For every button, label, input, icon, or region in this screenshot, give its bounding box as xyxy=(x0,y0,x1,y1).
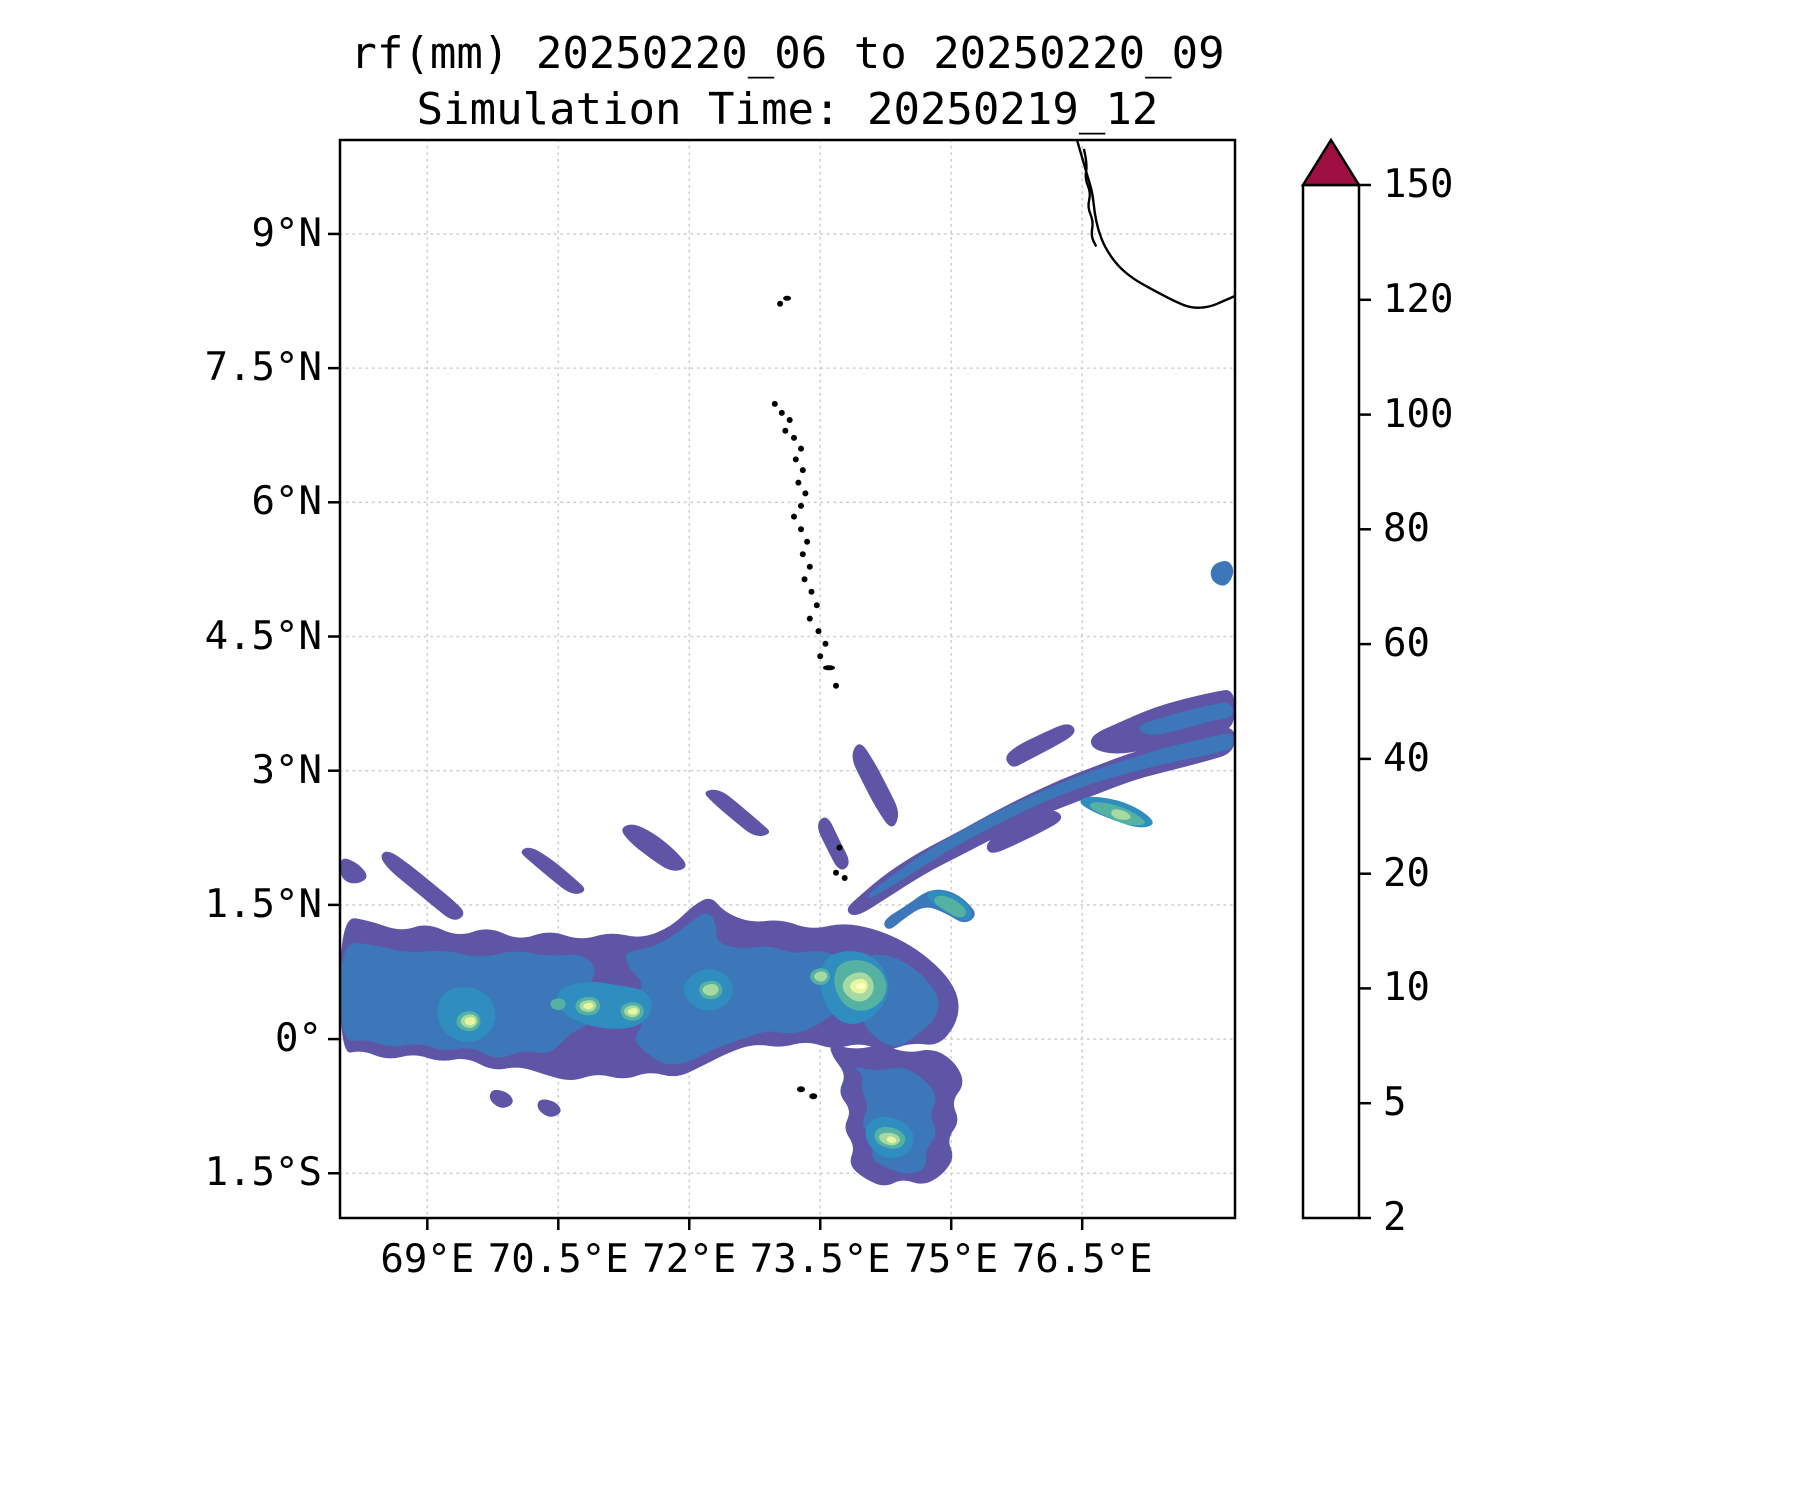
y-tick-label: 7.5°N xyxy=(204,345,322,391)
coastline xyxy=(1075,140,1235,309)
island-dot xyxy=(809,1093,818,1100)
colorbar-tick-label: 40 xyxy=(1383,735,1430,781)
colorbar-tick-label: 20 xyxy=(1383,850,1430,896)
colorbar-tick-label: 60 xyxy=(1383,621,1430,667)
island-dot xyxy=(791,434,797,441)
coastline xyxy=(1082,148,1098,248)
island-dot xyxy=(777,300,784,307)
island-dot xyxy=(792,456,799,463)
y-tick-label: 9°N xyxy=(251,210,322,256)
island-dot xyxy=(795,479,802,486)
island-dot xyxy=(782,427,789,434)
y-tick-label: 1.5°N xyxy=(204,881,322,927)
island-dot xyxy=(836,844,843,851)
island-dot xyxy=(798,502,804,509)
colorbar-tick-label: 10 xyxy=(1383,965,1430,1011)
island-dot xyxy=(804,538,811,545)
island-dot xyxy=(815,628,822,635)
x-tick-label: 70.5°E xyxy=(487,1237,629,1282)
island-dot xyxy=(808,588,815,595)
island-dot xyxy=(799,551,806,558)
y-tick-label: 6°N xyxy=(251,479,322,525)
island-dot xyxy=(798,526,804,533)
x-tick-label: 73.5°E xyxy=(749,1237,891,1282)
island-dot xyxy=(823,665,835,671)
island-dot xyxy=(797,1086,805,1093)
colorbar xyxy=(1300,137,1371,1220)
island-dot xyxy=(783,295,792,301)
colorbar-tick-label: 150 xyxy=(1383,162,1454,207)
colorbar-tick-label: 120 xyxy=(1383,276,1454,322)
island-dot xyxy=(801,576,808,583)
island-dot xyxy=(813,602,820,609)
y-tick-label: 1.5°S xyxy=(204,1150,322,1196)
colorbar-tick-label: 80 xyxy=(1383,506,1430,552)
colorbar-tick-label: 100 xyxy=(1383,391,1454,437)
colorbar-over-arrow xyxy=(1300,137,1362,187)
y-tick-label: 4.5°N xyxy=(204,613,322,659)
island-dot xyxy=(786,417,793,423)
x-tick-label: 69°E xyxy=(380,1237,475,1282)
x-tick-label: 72°E xyxy=(642,1237,737,1282)
axes-frame xyxy=(328,138,1237,1230)
colorbar-tick-label: 2 xyxy=(1383,1195,1407,1240)
chart-title: rf(mm) 20250220_06 to 20250220_09 xyxy=(350,28,1225,79)
x-tick-label: 76.5°E xyxy=(1011,1237,1153,1282)
island-dot xyxy=(833,869,839,876)
island-dot xyxy=(799,467,806,474)
island-dot xyxy=(806,615,813,622)
island-dot xyxy=(798,445,804,452)
chart-subtitle: Simulation Time: 20250219_12 xyxy=(416,84,1159,135)
island-dot xyxy=(822,640,829,647)
island-dot xyxy=(841,875,848,881)
island-dot xyxy=(833,682,839,689)
island-dot xyxy=(771,400,778,407)
rain-contours xyxy=(340,560,1235,1186)
island-dot xyxy=(817,653,824,660)
island-dot xyxy=(791,513,797,520)
x-tick-label: 75°E xyxy=(904,1237,999,1282)
island-dot xyxy=(802,490,809,497)
colorbar-tick-label: 5 xyxy=(1383,1080,1407,1126)
island-dot xyxy=(806,563,813,570)
y-tick-label: 0° xyxy=(275,1016,322,1062)
coastline-layer xyxy=(771,140,1235,1100)
y-tick-label: 3°N xyxy=(251,747,322,793)
island-dot xyxy=(778,409,785,416)
